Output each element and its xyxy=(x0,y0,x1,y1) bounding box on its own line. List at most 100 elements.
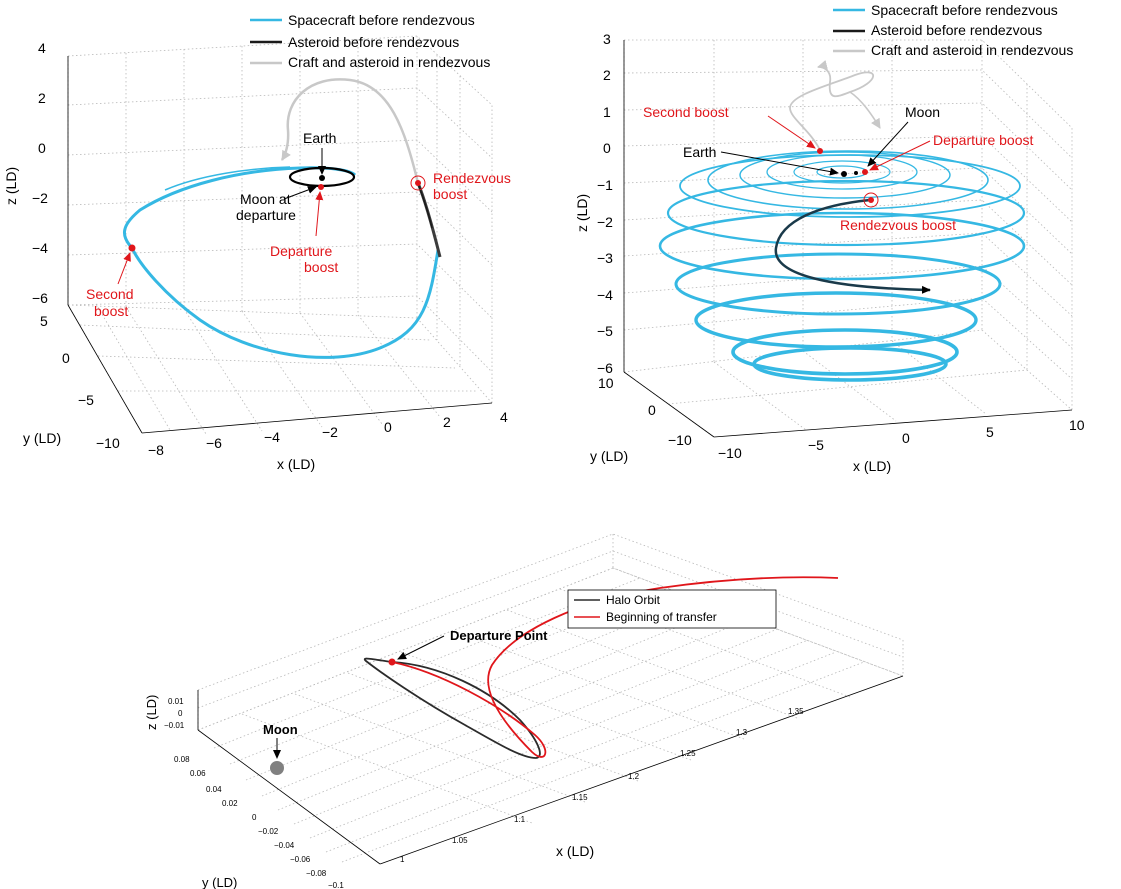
plot3-legend-transfer: Beginning of transfer xyxy=(606,610,717,624)
plot2-legend: Spacecraft before rendezvous Asteroid be… xyxy=(833,2,1073,58)
plot2-spiral-ring xyxy=(731,328,959,376)
plot1-second-boost-marker xyxy=(128,244,136,252)
plot3-x-tick: 1.1 xyxy=(514,815,526,824)
plot1-x-ticks: −8 −6 −4 −2 0 2 4 xyxy=(148,409,508,458)
plot2-spiral-ring xyxy=(739,151,951,199)
plot2-x-axis xyxy=(713,409,1073,438)
plot2-z-tick: 3 xyxy=(603,31,611,47)
plot1-rendezvous-ring xyxy=(410,175,426,191)
plot2-spiral-ring xyxy=(707,150,989,210)
plot2-z-tick: −3 xyxy=(597,250,613,266)
plot1-y-tick: 5 xyxy=(40,313,48,329)
plot1-arrow-second xyxy=(117,252,131,285)
plot2-ann-rendezvous: Rendezvous boost xyxy=(840,217,956,233)
plot2-z-tick: 2 xyxy=(603,67,611,83)
plot1-z-ticks: 4 2 0 −2 −4 −6 xyxy=(32,40,48,306)
plot2-z-tick: −6 xyxy=(597,360,613,376)
plot3-y-tick: 0.06 xyxy=(190,769,206,778)
plot1-z-tick: 0 xyxy=(38,140,46,156)
plot2-x-tick: 5 xyxy=(986,424,994,440)
plot1-x-tick: 2 xyxy=(443,414,451,430)
plot3-y-tick: −0.04 xyxy=(274,841,295,850)
plot1-z-label: z (LD) xyxy=(3,167,19,205)
plot2-spiral-ring xyxy=(674,252,1002,316)
plot1-arrow-moon xyxy=(283,186,317,200)
plot2-y-tick: 10 xyxy=(598,375,614,391)
plot3-y-tick: −0.1 xyxy=(328,881,344,889)
plot2-ann-second: Second boost xyxy=(643,104,729,120)
plot2-rendezvous-ring xyxy=(863,192,879,208)
plot3-x-tick: 1.15 xyxy=(572,793,588,802)
plot1-ann-second-2: boost xyxy=(94,303,128,319)
plot2-spiral xyxy=(658,150,1026,382)
plot1-spacecraft-line-2 xyxy=(164,166,291,191)
plot3-y-tick: 0.02 xyxy=(222,799,238,808)
plot3-x-ticks: 1 1.05 1.1 1.15 1.2 1.25 1.3 1.35 xyxy=(400,707,804,864)
plot3-x-label: x (LD) xyxy=(556,843,594,859)
plot2-spiral-ring xyxy=(793,160,891,184)
plot2-y-ticks: 10 0 −10 xyxy=(598,375,692,448)
plot3-halo-line xyxy=(363,657,541,759)
plot2-spiral-ring xyxy=(752,346,948,382)
plot2-z-tick: −5 xyxy=(597,323,613,339)
plot2: 3 2 1 0 −1 −2 −3 −4 −5 −6 10 0 −10 −10 −… xyxy=(574,2,1085,474)
plot3-x-tick: 1.2 xyxy=(628,772,640,781)
plot1-ann-moon-1: Moon at xyxy=(240,191,291,207)
plot2-x-label: x (LD) xyxy=(853,458,891,474)
plot1-y-label: y (LD) xyxy=(23,430,61,446)
plot1-ann-rendezvous-1: Rendezvous xyxy=(433,170,511,186)
plot3-y-tick: 0.04 xyxy=(206,785,222,794)
plot2-x-tick: 10 xyxy=(1069,417,1085,433)
plot3-departure-marker xyxy=(388,658,396,666)
plot3-transfer-line xyxy=(391,576,839,758)
plot2-z-tick: −2 xyxy=(597,214,613,230)
plot3-grid xyxy=(197,533,904,863)
plot1-legend: Spacecraft before rendezvous Asteroid be… xyxy=(250,12,490,70)
plot3-y-tick: 0.08 xyxy=(174,755,190,764)
plot1-arrow-departure xyxy=(315,191,324,237)
plot2-arrow-second xyxy=(767,115,816,149)
plot3-z-tick: −0.01 xyxy=(164,721,185,730)
plot2-y-tick: 0 xyxy=(648,402,656,418)
plot2-x-tick: −5 xyxy=(808,437,824,453)
plot1-rendezvous-line xyxy=(280,78,420,184)
plot3-legend-halo: Halo Orbit xyxy=(606,593,661,607)
plot3-y-tick: 0 xyxy=(252,813,257,822)
plot1-ann-departure-1: Departure xyxy=(270,243,332,259)
plot2-y-axis xyxy=(623,371,715,438)
plot1-x-tick: 4 xyxy=(500,409,508,425)
plot1-rendezvous-marker xyxy=(415,180,421,186)
plot1-x-tick: −2 xyxy=(322,424,338,440)
plot2-spiral-ring xyxy=(658,211,1026,281)
plot2-rendezvous-line-2 xyxy=(849,91,881,129)
plot1-grid xyxy=(67,35,493,435)
plot1-y-tick: 0 xyxy=(62,350,70,366)
plot1-z-tick: −2 xyxy=(32,190,48,206)
plot3-legend-box xyxy=(567,589,777,629)
plot2-x-tick: 0 xyxy=(902,430,910,446)
plot3-x-tick: 1 xyxy=(400,855,405,864)
plot1-x-tick: −8 xyxy=(148,442,164,458)
plot2-second-boost-marker xyxy=(817,148,823,154)
plot3-ann-moon: Moon xyxy=(263,722,298,737)
plot3-y-label: y (LD) xyxy=(202,875,237,889)
plot2-y-label: y (LD) xyxy=(590,448,628,464)
plot2-ann-moon: Moon xyxy=(905,104,940,120)
plot1-y-ticks: 5 0 −5 −10 xyxy=(40,313,120,451)
plot2-z-tick: 0 xyxy=(603,140,611,156)
plot3-y-tick: −0.08 xyxy=(306,869,327,878)
plot3-y-ticks: 0.08 0.06 0.04 0.02 0 −0.02 −0.04 −0.06 … xyxy=(174,755,344,889)
plot1-z-tick: −6 xyxy=(32,290,48,306)
plot1-x-tick: 0 xyxy=(384,419,392,435)
plot2-rendezvous-marker xyxy=(868,197,874,203)
plot2-ann-departure: Departure boost xyxy=(933,132,1034,148)
plot3-z-tick: 0.01 xyxy=(168,697,184,706)
plot1-y-tick: −10 xyxy=(96,435,120,451)
plot1-z-tick: 2 xyxy=(38,90,46,106)
plot3: 0.01 0 −0.01 0.08 0.06 0.04 0.02 0 −0.02… xyxy=(144,533,904,889)
plot1-ann-departure-2: boost xyxy=(304,259,338,275)
plot3-x-tick: 1.25 xyxy=(680,749,696,758)
plot3-z-label: z (LD) xyxy=(144,695,159,730)
plot1-legend-rendezvous: Craft and asteroid in rendezvous xyxy=(288,54,490,70)
